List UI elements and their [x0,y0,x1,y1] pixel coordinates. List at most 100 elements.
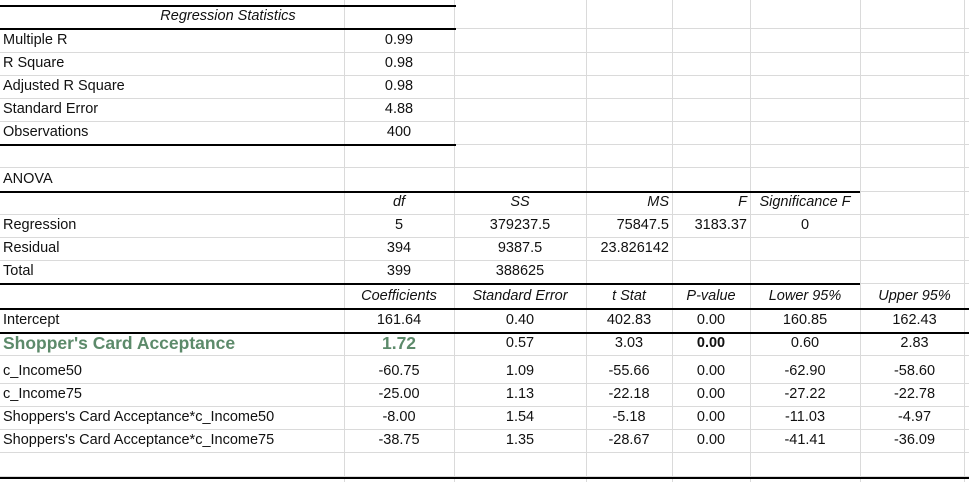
coefficient-row-label: Shoppers's Card Acceptance*c_Income50 [3,409,275,425]
coefficient-cell: -5.18 [612,409,646,425]
table-rule-line [0,191,860,193]
coefficient-cell: 0.60 [790,335,820,351]
table-rule-line [0,308,969,310]
coefficient-row-label: Shoppers's Card Acceptance*c_Income75 [3,432,275,448]
stat-label: Observations [3,124,89,140]
coefficient-cell: 0.00 [696,312,726,328]
anova-row-label: Regression [3,217,77,233]
anova-row-label: Residual [3,240,60,256]
coefficient-cell: -36.09 [893,432,936,448]
coefficients-header: t Stat [612,288,646,304]
anova-cell: 5 [394,217,404,233]
table-rule-line [0,5,456,7]
anova-header: F [738,194,747,210]
anova-cell: 379237.5 [489,217,551,233]
coefficient-cell: 0.00 [696,409,726,425]
coefficients-header: Lower 95% [768,288,842,304]
table-rule-line [0,144,456,146]
coefficient-cell: -62.90 [784,363,826,379]
grid-row-line [0,383,969,384]
grid-row-line [0,28,969,29]
stat-label: Multiple R [3,32,68,48]
grid-row-line [0,452,969,453]
grid-row-line [0,406,969,407]
grid-column-line [860,0,861,482]
coefficient-cell: 161.64 [376,312,422,328]
coefficient-cell: -38.75 [378,432,420,448]
anova-row-label: Total [3,263,34,279]
coefficient-cell: 0.00 [696,335,726,351]
coefficient-cell: 2.83 [900,335,929,351]
anova-cell: 0 [800,217,810,233]
coefficient-row-label: c_Income50 [3,363,82,379]
grid-column-line [672,0,673,482]
grid-row-line [0,121,969,122]
anova-header: MS [647,194,669,210]
table-rule-line [0,477,969,479]
grid-column-line [344,0,345,482]
coefficient-cell: -27.22 [784,386,826,402]
table-rule-line [0,28,456,30]
coefficient-cell: -58.60 [893,363,936,379]
stat-value: 4.88 [384,101,414,117]
stat-value: 0.99 [384,32,414,48]
coefficient-row-label: Shopper's Card Acceptance [3,333,236,353]
coefficient-cell: 1.72 [381,333,417,353]
anova-header: df [392,194,406,210]
grid-row-line [0,237,969,238]
grid-row-line [0,214,969,215]
coefficient-cell: -55.66 [608,363,650,379]
anova-cell: 394 [386,240,412,256]
coefficient-cell: -25.00 [378,386,420,402]
coefficient-cell: -22.18 [608,386,650,402]
stat-value: 0.98 [384,78,414,94]
anova-header: SS [510,194,530,210]
regression-statistics-title: Regression Statistics [160,8,296,24]
grid-row-line [0,167,969,168]
coefficient-cell: -22.78 [893,386,936,402]
stat-label: Standard Error [3,101,99,117]
grid-column-line [586,0,587,482]
coefficient-cell: 402.83 [606,312,652,328]
coefficient-cell: 160.85 [782,312,828,328]
coefficient-cell: -11.03 [784,409,826,425]
stat-value: 0.98 [384,55,414,71]
grid-row-line [0,144,969,145]
grid-row-line [0,98,969,99]
anova-cell: 23.826142 [600,240,669,256]
coefficient-cell: -8.00 [382,409,416,425]
coefficient-cell: 0.00 [696,432,726,448]
coefficients-header: P-value [686,288,736,304]
coefficient-cell: 0.00 [696,386,726,402]
coefficient-cell: 1.54 [505,409,535,425]
grid-row-line [0,355,969,356]
grid-column-line [964,0,965,482]
coefficient-row-label: c_Income75 [3,386,82,402]
coefficient-cell: 1.35 [505,432,535,448]
coefficient-cell: -28.67 [608,432,650,448]
coefficient-cell: 0.40 [505,312,535,328]
grid-row-line [0,52,969,53]
coefficient-cell: 0.00 [696,363,726,379]
grid-column-line [454,0,455,482]
coefficient-cell: 1.13 [505,386,535,402]
coefficients-header: Coefficients [361,288,437,304]
coefficient-cell: 1.09 [505,363,535,379]
coefficient-cell: -41.41 [784,432,826,448]
coefficient-row-label: Intercept [3,312,60,328]
coefficient-cell: 0.57 [505,335,535,351]
grid-row-line [0,476,969,477]
anova-header: Significance F [759,194,851,210]
grid-row-line [0,429,969,430]
grid-row-line [0,75,969,76]
table-rule-line [0,332,969,334]
table-rule-line [0,283,860,285]
stat-label: R Square [3,55,65,71]
anova-cell: 388625 [495,263,545,279]
coefficients-header: Upper 95% [878,288,951,304]
coefficient-cell: 3.03 [614,335,644,351]
stat-label: Adjusted R Square [3,78,125,94]
stat-value: 400 [386,124,412,140]
coefficients-header: Standard Error [472,288,568,304]
anova-cell: 3183.37 [694,217,747,233]
